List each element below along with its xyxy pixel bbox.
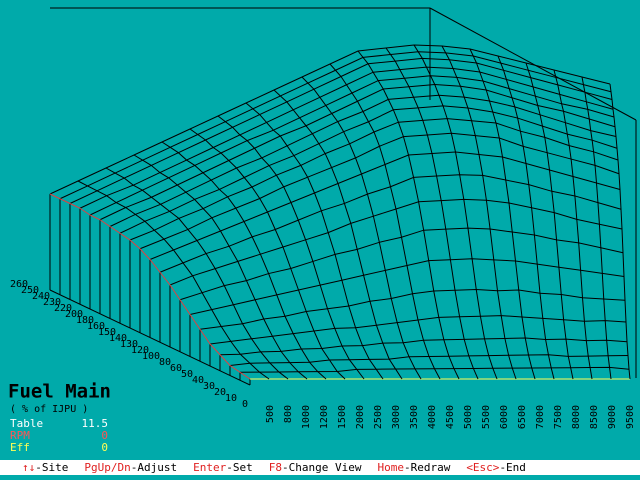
rpm-label: 1200 xyxy=(319,405,330,429)
rpm-column xyxy=(245,102,384,380)
rpm-column xyxy=(609,83,631,380)
rpm-column xyxy=(357,50,460,380)
rpm-column xyxy=(413,44,498,380)
load-label: 150 xyxy=(98,327,116,338)
key: F8 xyxy=(269,461,282,474)
rpm-column xyxy=(105,167,289,380)
load-label: 120 xyxy=(131,345,149,356)
key: ↑↓ xyxy=(22,461,35,474)
load-label: 50 xyxy=(181,369,193,380)
readouts: Table 11.5 RPM 0 Eff 0 xyxy=(10,417,108,454)
axes: 500 800 1000 1200 1500 2000 2500 3000 3500 4000 45… xyxy=(10,279,636,429)
rpm-label: 5000 xyxy=(463,405,474,429)
rpm-label: 7500 xyxy=(553,405,564,429)
load-label: 140 xyxy=(109,333,127,344)
readout-value: 11.5 xyxy=(82,417,109,430)
rpm-column xyxy=(525,62,574,380)
rpm-column xyxy=(133,154,308,380)
box-edge xyxy=(429,7,637,121)
load-row xyxy=(69,57,613,204)
surface xyxy=(49,44,631,386)
key-action: -Adjust xyxy=(131,461,177,474)
rpm-label: 1500 xyxy=(337,405,348,429)
rpm-label: 2000 xyxy=(355,405,366,429)
rpm-label: 500 xyxy=(265,405,276,423)
rpm-label: 2500 xyxy=(373,405,384,429)
rpm-label: 7000 xyxy=(535,405,546,429)
load-label: 0 xyxy=(242,399,248,410)
key-action: -End xyxy=(499,461,526,474)
rpm-label: 9500 xyxy=(625,405,636,429)
rpm-column xyxy=(49,193,251,380)
load-label: 160 xyxy=(87,321,105,332)
load-label: 200 xyxy=(65,309,83,320)
rpm-label: 3000 xyxy=(391,405,402,429)
rpm-column xyxy=(301,76,422,380)
rpm-column xyxy=(385,47,479,380)
key-action: -Set xyxy=(226,461,253,474)
load-label: 60 xyxy=(170,363,182,374)
rpm-column xyxy=(329,63,441,380)
key: Home xyxy=(377,461,404,474)
key-action: -Change View xyxy=(282,461,362,474)
readout-label: Eff xyxy=(10,441,30,454)
title: Fuel Main xyxy=(8,381,111,403)
load-label: 40 xyxy=(192,375,204,386)
subtitle: ( % of IJPU ) xyxy=(10,404,88,415)
readout-value: 0 xyxy=(101,429,108,442)
load-row xyxy=(49,44,611,195)
load-label: 130 xyxy=(120,339,138,350)
readout-label: Table xyxy=(10,417,43,430)
key-action: -Site xyxy=(35,461,68,474)
load-label: 240 xyxy=(32,291,50,302)
rpm-column xyxy=(161,141,327,380)
load-label: 230 xyxy=(43,297,61,308)
rpm-column xyxy=(217,115,365,380)
rpm-column xyxy=(581,76,612,380)
load-label: 250 xyxy=(21,285,39,296)
rpm-label: 8000 xyxy=(571,405,582,429)
load-label: 100 xyxy=(142,351,160,362)
rpm-label: 3500 xyxy=(409,405,420,429)
load-label: 260 xyxy=(10,279,28,290)
readout-label: RPM xyxy=(10,429,30,442)
rpm-label: 6000 xyxy=(499,405,510,429)
rpm-column xyxy=(273,89,403,380)
key-action: -Redraw xyxy=(404,461,451,474)
rpm-column xyxy=(469,48,536,380)
load-label: 80 xyxy=(159,357,171,368)
rpm-label: 5500 xyxy=(481,405,492,429)
rpm-label: 4500 xyxy=(445,405,456,429)
load-label: 30 xyxy=(203,381,215,392)
base-line xyxy=(49,289,251,386)
key-help: ↑↓-Site PgUp/Dn-Adjust Enter-Set F8-Change … xyxy=(22,461,526,474)
readout-value: 0 xyxy=(101,441,108,454)
rpm-label: 9000 xyxy=(607,405,618,429)
load-label: 180 xyxy=(76,315,94,326)
rpm-column xyxy=(553,69,593,380)
load-label: 20 xyxy=(214,387,226,398)
key: <Esc> xyxy=(466,461,499,474)
load-label: 10 xyxy=(225,393,237,404)
key: PgUp/Dn xyxy=(84,461,130,474)
rpm-column xyxy=(441,45,517,380)
rpm-label: 800 xyxy=(283,405,294,423)
key: Enter xyxy=(193,461,226,474)
status-bar xyxy=(0,460,640,475)
rpm-label: 4000 xyxy=(427,405,438,429)
rpm-label: 6500 xyxy=(517,405,528,429)
rpm-label: 8500 xyxy=(589,405,600,429)
rpm-column xyxy=(77,180,270,380)
rpm-column xyxy=(497,55,555,380)
rpm-label: 1000 xyxy=(301,405,312,429)
rpm-column xyxy=(189,128,346,380)
load-label: 220 xyxy=(54,303,72,314)
